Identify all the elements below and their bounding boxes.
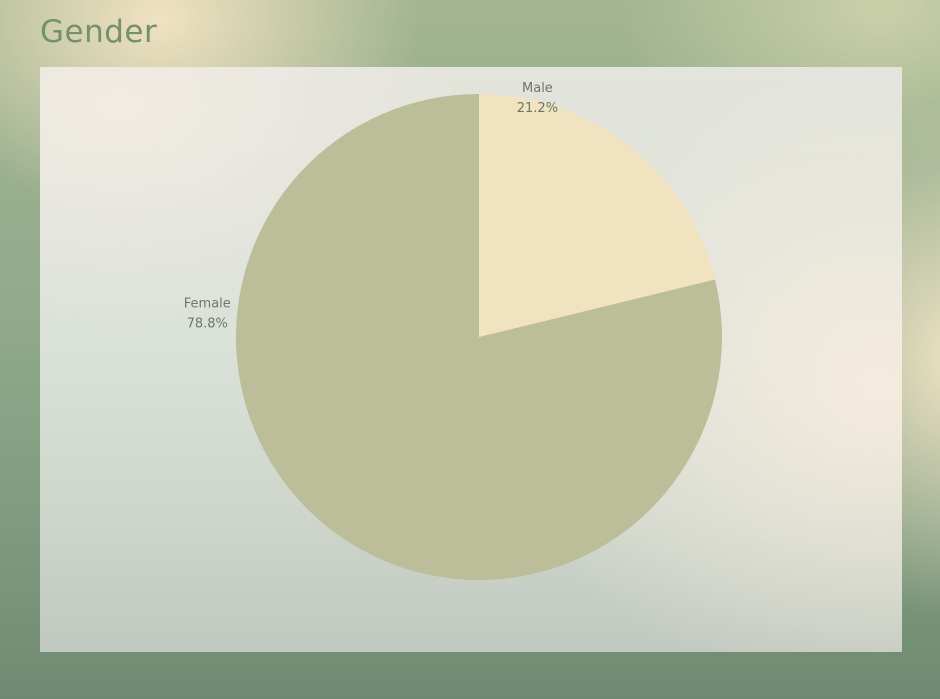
pie-chart: Male 21.2% Female 78.8% <box>184 81 722 580</box>
pie-slice-female <box>235 94 722 580</box>
slice-value-female: 78.8% <box>187 317 228 332</box>
pie-labels: Male 21.2% Female 78.8% <box>184 81 558 332</box>
pie-slices <box>235 94 722 580</box>
slide-title: Gender <box>40 14 158 50</box>
chart-panel: Male 21.2% Female 78.8% <box>40 67 902 652</box>
pie-slice-male <box>479 94 716 337</box>
slice-value-male: 21.2% <box>517 101 558 116</box>
slice-label-female: Female <box>184 297 231 312</box>
slice-label-male: Male <box>522 81 553 96</box>
